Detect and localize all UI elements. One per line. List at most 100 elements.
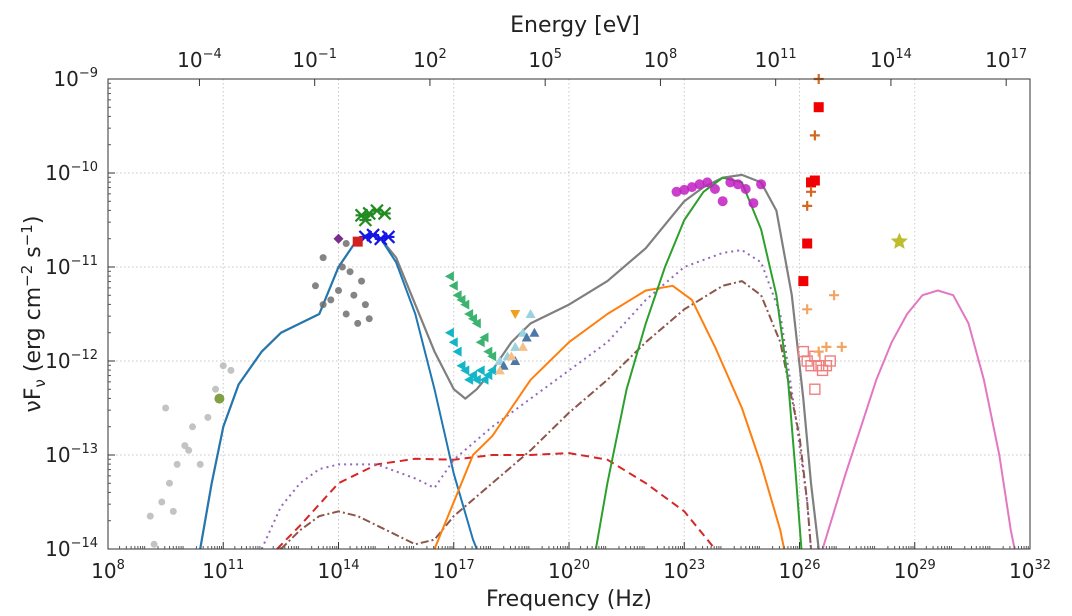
ticks: 108 1011 1014 1017 1020 1023 1026 1029 1032 10−4 1…: [45, 47, 1051, 583]
data-point-x-ray-green: [479, 332, 489, 343]
data-point-optical-gray: [335, 287, 342, 294]
data-point-optical-gray: [365, 315, 373, 323]
data-point-x-ray-light-blue: [517, 327, 528, 337]
y-title-pre: νF: [21, 388, 46, 413]
data-point-fermi-lat: [702, 177, 713, 188]
data-point-fermi-lat: [725, 177, 736, 188]
data-point-optical-gray: [311, 282, 319, 290]
data-point-x-ray-green: [452, 290, 462, 301]
data-points: [146, 74, 908, 548]
data-point-olive-circle: [214, 393, 225, 404]
data-point-optical-gray: [338, 263, 346, 271]
data-point-blue-star: [381, 230, 396, 244]
top-tick-label: 10−1: [292, 47, 337, 72]
model-curves: [199, 173, 1016, 550]
data-point-vhe-peach: [813, 346, 824, 357]
curve-dash-dot-component: [280, 280, 812, 550]
data-point-radio: [196, 460, 204, 468]
y-tick-label: 10−13: [45, 442, 98, 467]
data-point-x-ray-cyan: [448, 337, 458, 348]
x-tick-label: 1011: [202, 558, 244, 583]
data-point-optical-gray: [319, 254, 327, 262]
y-title-sup1: −2: [18, 265, 36, 287]
x-tick-label: 1032: [1009, 558, 1051, 583]
data-point-fermi-lat: [733, 179, 744, 190]
data-point-x-ray-cyan: [452, 346, 462, 357]
data-point-yellow-star: [890, 232, 908, 249]
data-point-x-ray-green: [444, 271, 454, 282]
x-tick-label: 1014: [318, 558, 360, 583]
data-point-x-ray-peach: [517, 341, 528, 351]
data-point-orange-arrow: [510, 310, 521, 319]
data-point-radio: [169, 507, 177, 515]
top-tick-label: 1011: [755, 47, 797, 72]
data-point-x-ray-peach: [494, 365, 505, 375]
data-point-radio: [181, 442, 189, 450]
x-tick-label: 1029: [894, 558, 936, 583]
data-point-fermi-lat: [717, 196, 728, 207]
data-point-optical-gray: [358, 277, 366, 285]
data-point-x-ray-green: [475, 337, 485, 348]
data-point-green-star: [358, 213, 373, 227]
top-tick-label: 10−4: [177, 47, 222, 72]
x-tick-label: 1026: [779, 558, 821, 583]
data-point-x-ray-cyan: [464, 374, 474, 385]
x-axis-title: Frequency (Hz): [486, 587, 652, 612]
data-point-x-ray-cyan: [467, 370, 477, 381]
data-point-vhe-orange: [809, 130, 820, 141]
data-point-x-ray-green: [483, 346, 493, 357]
data-point-x-ray-steel: [529, 327, 540, 337]
curve-pink-template: [821, 289, 1016, 550]
data-point-vhe-pink: [824, 355, 836, 367]
data-point-x-ray-green: [460, 299, 470, 310]
data-point-vhe-peach: [836, 341, 847, 352]
curve-synchrotron: [199, 233, 478, 550]
data-point-fermi-lat: [748, 198, 759, 209]
top-tick-label: 105: [528, 47, 562, 72]
data-point-x-ray-cyan: [475, 365, 485, 376]
y-tick-label: 10−10: [45, 160, 98, 185]
data-point-vhe-orange: [806, 186, 817, 197]
y-tick-label: 10−14: [45, 536, 98, 561]
data-point-vhe-peach: [802, 304, 813, 315]
data-point-radio: [146, 512, 154, 520]
data-point-x-ray-cyan: [471, 374, 481, 385]
data-point-fermi-lat: [694, 179, 705, 190]
top-tick-label: 1017: [985, 47, 1027, 72]
data-point-x-ray-peach: [506, 351, 517, 361]
y-title-post: (erg cm: [21, 287, 46, 379]
data-point-optical-gray: [319, 301, 327, 309]
data-point-radio: [204, 413, 212, 421]
data-point-x-ray-green: [467, 313, 477, 324]
data-point-magenta-diamond: [333, 233, 344, 244]
data-point-radio: [162, 404, 170, 412]
data-point-radio: [185, 446, 193, 454]
data-point-x-ray-steel: [510, 356, 521, 365]
top-tick-label: 102: [413, 47, 447, 72]
data-point-radio: [173, 460, 181, 468]
y-title-mid: s: [21, 246, 46, 264]
data-point-x-ray-cyan: [456, 360, 466, 371]
curve-orange-component: [433, 284, 786, 550]
data-point-x-ray-light-blue: [494, 356, 505, 365]
y-tick-label: 10−12: [45, 348, 98, 373]
data-point-x-ray-light-blue: [510, 341, 521, 351]
data-point-x-ray-green: [448, 280, 458, 291]
data-point-vhe-peach: [829, 290, 840, 301]
data-point-x-ray-steel: [498, 360, 509, 370]
data-point-vhe-red: [809, 175, 820, 186]
data-point-x-ray-cyan: [483, 370, 493, 381]
data-point-optical-gray: [354, 319, 362, 327]
data-point-green-star: [377, 206, 392, 221]
data-point-optical-gray: [342, 310, 350, 318]
data-point-fermi-lat: [671, 186, 682, 197]
top-tick-label: 108: [644, 47, 678, 72]
data-point-red-square: [352, 236, 363, 247]
data-point-optical-gray: [361, 301, 369, 309]
data-point-fermi-lat: [709, 183, 720, 194]
top-axis-title: Energy [eV]: [510, 13, 640, 38]
data-point-fermi-lat: [756, 179, 767, 190]
data-point-vhe-red: [798, 276, 809, 287]
x-tick-label: 1020: [548, 558, 590, 583]
